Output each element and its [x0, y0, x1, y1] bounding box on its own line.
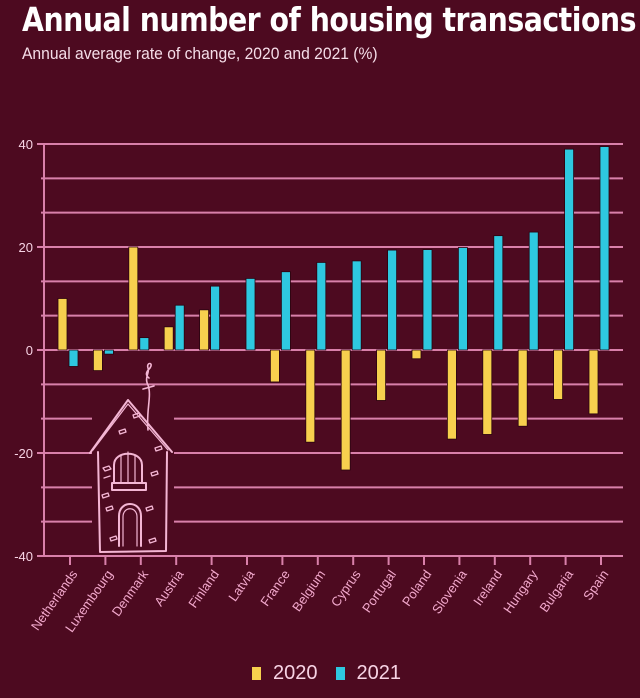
x-tick-label: Finland	[185, 567, 222, 611]
legend-item-2021: 2021	[335, 662, 402, 685]
x-tick-label: Ireland	[470, 567, 505, 608]
bars	[57, 146, 610, 471]
bar-2021-latvia	[245, 278, 256, 351]
bar-2021-luxembourg	[104, 349, 114, 355]
bar-2020-poland	[411, 349, 422, 360]
y-tick-label: -20	[14, 446, 33, 461]
legend-swatch-2021	[335, 667, 345, 680]
axes	[43, 144, 603, 565]
y-axis-labels: 40 20 0 -20 -40	[14, 137, 33, 564]
bar-2020-portugal	[376, 349, 387, 401]
bar-2020-slovenia	[446, 349, 457, 440]
bar-2020-netherlands	[57, 298, 68, 351]
x-tick-label: Cyprus	[328, 567, 364, 610]
bar-2020-belgium	[305, 349, 316, 443]
x-tick-label: Latvia	[225, 566, 258, 604]
bar-2021-poland	[422, 249, 433, 351]
bar-2020-luxembourg	[93, 349, 103, 372]
x-tick-label: Bulgaria	[536, 566, 576, 614]
y-tick-label: -40	[14, 549, 33, 564]
bar-2020-denmark	[128, 246, 139, 351]
y-tick-label: 20	[19, 240, 33, 255]
bar-2020-ireland	[482, 349, 493, 435]
bar-2021-finland	[210, 285, 221, 351]
bar-2020-france	[269, 349, 280, 383]
x-tick-label: Austria	[151, 566, 187, 608]
legend-label-2020: 2020	[273, 662, 318, 684]
legend: 2020 2021	[252, 662, 419, 685]
bar-2021-slovenia	[457, 247, 468, 351]
chart-title: Annual number of housing transactions	[22, 0, 637, 39]
bar-2021-netherlands	[68, 349, 79, 367]
x-tick-label: Portugal	[359, 567, 399, 615]
x-tick-label: Denmark	[109, 567, 152, 619]
legend-item-2020: 2020	[252, 662, 318, 685]
y-tick-label: 40	[19, 137, 33, 152]
bar-2020-austria	[163, 326, 174, 351]
bar-2020-bulgaria	[553, 349, 563, 400]
house-illustration	[89, 362, 174, 556]
legend-label-2021: 2021	[356, 662, 402, 684]
legend-swatch-2020	[252, 667, 261, 680]
x-tick-label: France	[257, 567, 292, 609]
bar-2021-spain	[599, 146, 610, 351]
bar-2021-belgium	[316, 262, 327, 351]
x-tick-label: Spain	[580, 567, 611, 603]
bar-2020-spain	[588, 349, 599, 415]
bar-2021-france	[280, 271, 291, 351]
bar-2020-hungary	[517, 349, 528, 427]
chart-subtitle: Annual average rate of change, 2020 and …	[22, 44, 378, 63]
bar-2020-finland	[199, 309, 210, 351]
bar-2021-portugal	[387, 249, 398, 351]
y-tick-label: 0	[26, 343, 33, 358]
bar-2021-hungary	[528, 231, 539, 351]
bar-2020-cyprus	[340, 349, 351, 471]
x-tick-label: Hungary	[500, 567, 541, 616]
x-tick-label: Belgium	[289, 567, 328, 614]
bar-2021-austria	[174, 304, 185, 351]
bar-2021-cyprus	[351, 260, 362, 351]
x-tick-label: Slovenia	[429, 566, 470, 616]
x-tick-label: Poland	[399, 567, 435, 609]
bar-2021-ireland	[493, 235, 504, 351]
bar-2021-denmark	[139, 337, 150, 351]
bar-2021-bulgaria	[564, 148, 574, 351]
